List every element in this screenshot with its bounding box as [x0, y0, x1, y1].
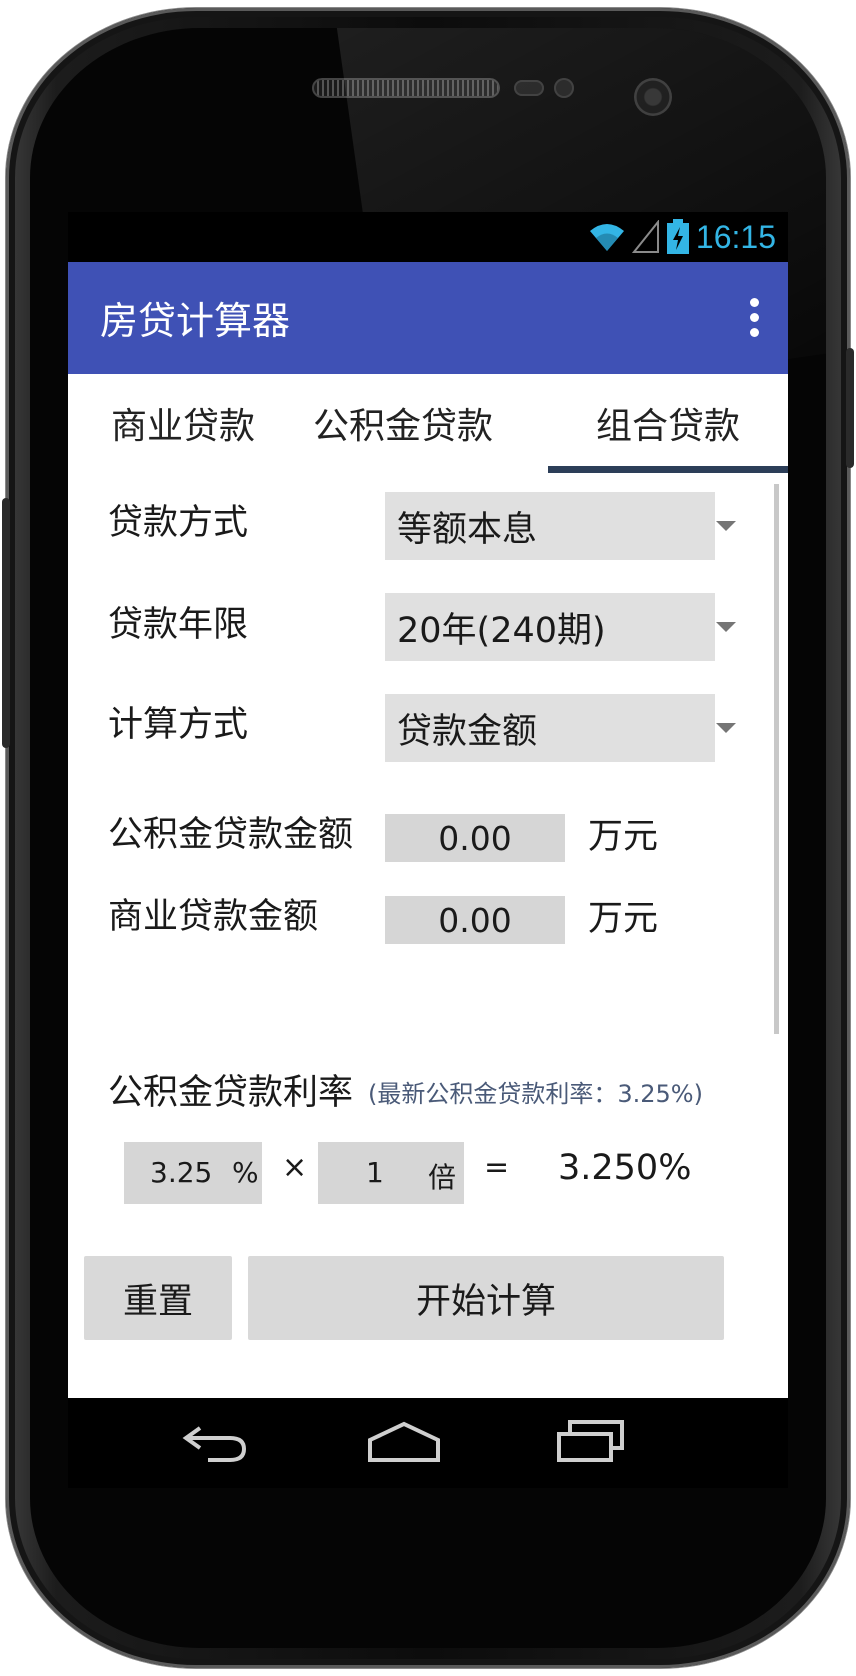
app-title: 房贷计算器 — [100, 299, 291, 343]
power-button — [846, 348, 854, 468]
calculate-button[interactable]: 开始计算 — [248, 1256, 724, 1340]
home-icon[interactable] — [366, 1420, 442, 1464]
app-bar: 房贷计算器 — [68, 262, 788, 374]
fund-amount-field[interactable]: 0.00 — [385, 814, 565, 862]
status-bar: 16:15 — [68, 212, 788, 262]
loan-term-label: 贷款年限 — [108, 605, 249, 645]
rate-multiplier-field[interactable]: 1 倍 — [318, 1142, 464, 1204]
base-rate-field[interactable]: 3.25 % — [124, 1142, 262, 1204]
signal-icon — [631, 220, 659, 253]
chevron-down-icon[interactable] — [716, 723, 736, 733]
percent-sign: % — [232, 1156, 259, 1189]
equals-sign: = — [484, 1150, 510, 1185]
tab-commercial-loan[interactable]: 商业贷款 — [110, 406, 255, 447]
main-content: 商业贷款 公积金贷款 组合贷款 贷款方式 等额本息 贷款年限 20年(240期)… — [68, 374, 788, 1398]
fund-amount-unit: 万元 — [588, 817, 659, 857]
device-screen: 16:15 房贷计算器 商业贷款 公积金贷款 组合贷款 贷款方式 等额本息 贷款… — [68, 212, 788, 1488]
times-sign: × — [282, 1150, 308, 1185]
rate-result: 3.250% — [558, 1148, 692, 1188]
wifi-icon — [589, 224, 624, 251]
commercial-amount-unit: 万元 — [588, 899, 659, 939]
tab-combined-loan[interactable]: 组合贷款 — [595, 406, 740, 447]
calc-method-label: 计算方式 — [108, 705, 249, 745]
tab-bar: 商业贷款 公积金贷款 组合贷款 — [68, 374, 788, 473]
nav-bar — [68, 1398, 788, 1488]
more-vert-icon[interactable] — [748, 298, 760, 338]
scrollbar[interactable] — [774, 484, 779, 1034]
commercial-amount-label: 商业贷款金额 — [108, 897, 319, 937]
fund-amount-label: 公积金贷款金额 — [108, 815, 354, 855]
chevron-down-icon[interactable] — [716, 521, 736, 531]
loan-method-select[interactable]: 等额本息 — [385, 492, 715, 560]
battery-charging-icon — [666, 219, 689, 254]
reset-button[interactable]: 重置 — [84, 1256, 232, 1340]
commercial-amount-field[interactable]: 0.00 — [385, 896, 565, 944]
fund-rate-hint: (最新公积金贷款利率：3.25%) — [368, 1080, 703, 1108]
loan-method-label: 贷款方式 — [108, 503, 249, 543]
front-camera — [634, 78, 672, 116]
status-time: 16:15 — [695, 218, 776, 255]
tab-fund-loan[interactable]: 公积金贷款 — [312, 406, 493, 447]
fund-rate-title: 公积金贷款利率 — [108, 1073, 354, 1113]
chevron-down-icon[interactable] — [716, 622, 736, 632]
rate-multiplier-unit: 倍 — [428, 1161, 457, 1194]
base-rate-value: 3.25 — [150, 1156, 213, 1189]
back-icon[interactable] — [182, 1420, 252, 1464]
proximity-sensor — [514, 80, 544, 96]
calc-method-select[interactable]: 贷款金额 — [385, 694, 715, 762]
volume-button — [2, 498, 10, 748]
recent-apps-icon[interactable] — [556, 1420, 626, 1464]
loan-term-select[interactable]: 20年(240期) — [385, 593, 715, 661]
earpiece-speaker — [312, 78, 500, 98]
rate-multiplier-value: 1 — [366, 1156, 384, 1189]
light-sensor — [554, 78, 574, 98]
tab-indicator — [548, 466, 788, 473]
